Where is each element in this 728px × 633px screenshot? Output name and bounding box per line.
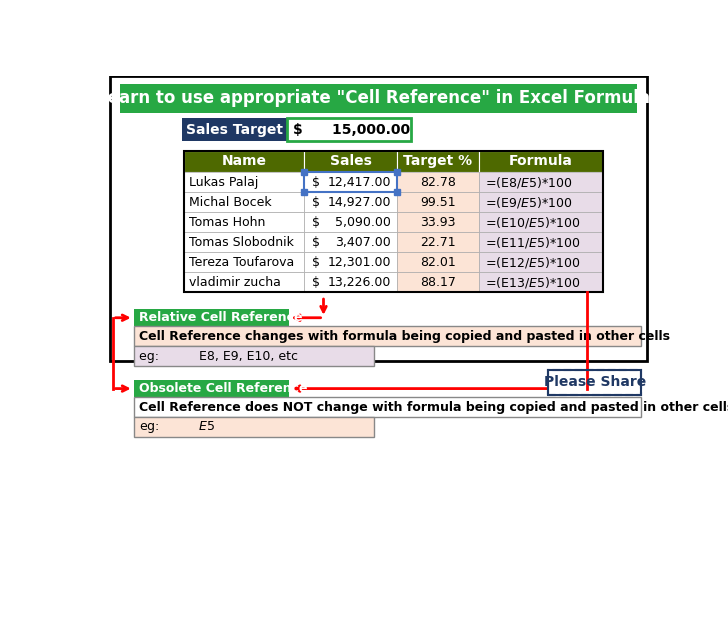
Bar [134, 397, 641, 417]
Text: =(E11/$E$5)*100: =(E11/$E$5)*100 [485, 235, 580, 250]
Text: 33.93: 33.93 [420, 216, 456, 229]
Bar [397, 151, 478, 172]
Bar [397, 232, 478, 253]
Text: 82.78: 82.78 [420, 176, 456, 189]
Bar [304, 151, 397, 172]
Text: Cell Reference does NOT change with formula being copied and pasted in other cel: Cell Reference does NOT change with form… [139, 401, 728, 413]
Text: Tereza Toufarova: Tereza Toufarova [189, 256, 294, 269]
Bar [304, 272, 397, 292]
Bar [478, 272, 603, 292]
Text: =(E12/$E$5)*100: =(E12/$E$5)*100 [485, 255, 580, 270]
Text: $: $ [312, 276, 320, 289]
Text: 88.17: 88.17 [420, 276, 456, 289]
Text: 13,226.00: 13,226.00 [328, 276, 391, 289]
Bar [184, 253, 304, 272]
Text: =(E13/$E$5)*100: =(E13/$E$5)*100 [485, 275, 580, 290]
Bar [134, 326, 641, 346]
Bar [184, 151, 304, 172]
Bar [478, 232, 603, 253]
Text: $: $ [312, 176, 320, 189]
Text: Tomas Slobodnik: Tomas Slobodnik [189, 235, 293, 249]
Bar [478, 192, 603, 212]
Text: 12,417.00: 12,417.00 [328, 176, 391, 189]
Text: Lukas Palaj: Lukas Palaj [189, 176, 258, 189]
Bar [184, 232, 304, 253]
Text: Obsolete Cell Reference: Obsolete Cell Reference [139, 382, 307, 395]
Text: 99.51: 99.51 [420, 196, 456, 209]
Bar [397, 253, 478, 272]
Bar [304, 172, 397, 192]
Text: eg:          E8, E9, E10, etc: eg: E8, E9, E10, etc [139, 350, 298, 363]
Text: Formula: Formula [509, 154, 572, 168]
Bar [184, 212, 304, 232]
Text: 5,090.00: 5,090.00 [335, 216, 391, 229]
Bar [134, 380, 288, 397]
Text: 82.01: 82.01 [420, 256, 456, 269]
Bar [287, 118, 411, 141]
Bar [397, 192, 478, 212]
Bar [184, 272, 304, 292]
Bar [397, 172, 478, 192]
Bar [184, 172, 304, 192]
Text: $: $ [312, 216, 320, 229]
Bar [120, 84, 636, 113]
Text: Learn to use appropriate "Cell Reference" in Excel Formulas: Learn to use appropriate "Cell Reference… [97, 89, 660, 107]
Bar [304, 232, 397, 253]
Bar [134, 417, 374, 437]
Text: $      15,000.00: $ 15,000.00 [293, 123, 411, 137]
Text: Sales: Sales [330, 154, 371, 168]
Text: Sales Target: Sales Target [186, 123, 283, 137]
Bar [184, 192, 304, 212]
Bar [183, 118, 287, 141]
Text: Name: Name [221, 154, 266, 168]
Bar [478, 253, 603, 272]
Text: 12,301.00: 12,301.00 [328, 256, 391, 269]
Text: 22.71: 22.71 [420, 235, 456, 249]
Bar [134, 310, 288, 326]
Bar [397, 212, 478, 232]
Text: Please Share: Please Share [544, 375, 646, 389]
Text: Target %: Target % [403, 154, 472, 168]
Text: vladimir zucha: vladimir zucha [189, 276, 280, 289]
Text: Michal Bocek: Michal Bocek [189, 196, 272, 209]
Bar [548, 370, 641, 395]
Text: 3,407.00: 3,407.00 [335, 235, 391, 249]
Text: Tomas Hohn: Tomas Hohn [189, 216, 265, 229]
Bar [478, 151, 603, 172]
Text: =(E10/$E$5)*100: =(E10/$E$5)*100 [485, 215, 580, 230]
Text: Relative Cell Reference: Relative Cell Reference [139, 311, 303, 324]
Bar [304, 192, 397, 212]
Bar [184, 151, 603, 292]
Bar [304, 212, 397, 232]
Bar [134, 346, 374, 367]
Bar [111, 76, 647, 361]
Text: =(E8/$E$5)*100: =(E8/$E$5)*100 [485, 175, 572, 190]
Text: Cell Reference changes with formula being copied and pasted in other cells: Cell Reference changes with formula bein… [139, 330, 670, 342]
Bar [548, 370, 641, 395]
Bar [478, 212, 603, 232]
Bar [478, 172, 603, 192]
Text: 14,927.00: 14,927.00 [328, 196, 391, 209]
Text: $: $ [312, 256, 320, 269]
Bar [304, 253, 397, 272]
Text: =(E9/$E$5)*100: =(E9/$E$5)*100 [485, 195, 572, 210]
Text: $: $ [312, 235, 320, 249]
Text: $: $ [312, 196, 320, 209]
Bar [397, 272, 478, 292]
Text: eg:          $E$5: eg: $E$5 [139, 419, 215, 435]
